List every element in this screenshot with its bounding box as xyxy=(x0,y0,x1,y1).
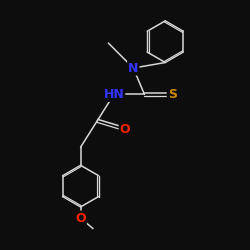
Text: N: N xyxy=(128,62,138,74)
Text: S: S xyxy=(168,88,177,101)
Text: O: O xyxy=(75,212,86,224)
Text: HN: HN xyxy=(104,88,124,101)
Text: O: O xyxy=(120,123,130,136)
